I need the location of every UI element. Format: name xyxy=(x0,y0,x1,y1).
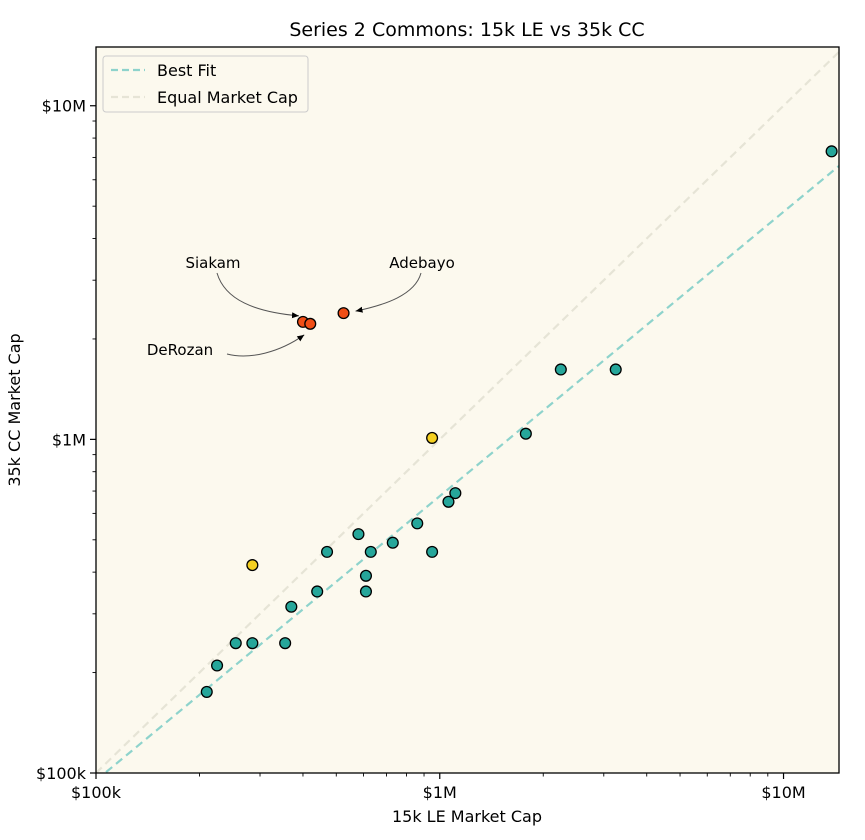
scatter-point xyxy=(229,637,242,650)
annotation-arrow-derozan xyxy=(226,334,305,357)
best-fit-line xyxy=(103,165,839,773)
scatter-point xyxy=(285,600,298,613)
scatter-point xyxy=(200,685,213,698)
scatter-point xyxy=(411,517,424,530)
annotation-arrow-siakam xyxy=(216,272,300,319)
plot-area xyxy=(96,47,839,773)
plot-frame xyxy=(95,46,840,774)
scatter-point xyxy=(519,427,532,440)
legend-equal-market-cap-label: Equal Market Cap xyxy=(157,88,298,107)
y-tick-label: $10M xyxy=(42,97,86,116)
scatter-point xyxy=(352,528,365,541)
y-tick-label: $100k xyxy=(36,764,87,783)
scatter-point xyxy=(449,487,462,500)
scatter-point xyxy=(311,585,324,598)
scatter-point xyxy=(246,637,259,650)
scatter-point xyxy=(426,545,439,558)
annotation-adebayo: Adebayo xyxy=(389,254,455,272)
scatter-point xyxy=(246,559,259,572)
scatter-point-adebayo xyxy=(337,307,350,320)
scatter-point-derozan xyxy=(304,317,317,330)
x-axis-label: 15k LE Market Cap xyxy=(392,807,542,826)
scatter-point xyxy=(279,637,292,650)
legend-best-fit-label: Best Fit xyxy=(157,61,216,80)
scatter-point xyxy=(554,363,567,376)
legend: Best Fit Equal Market Cap xyxy=(102,55,309,113)
scatter-point xyxy=(364,545,377,558)
scatter-point xyxy=(609,363,622,376)
scatter-point xyxy=(386,536,399,549)
equal-market-cap-line xyxy=(96,51,839,773)
x-tick-label: $1M xyxy=(423,783,457,802)
scatter-point xyxy=(442,495,455,508)
scatter-point xyxy=(825,145,838,158)
x-tick-label: $10M xyxy=(761,783,805,802)
scatter-point xyxy=(359,569,373,582)
scatter-point xyxy=(426,431,439,444)
y-tick-label: $1M xyxy=(52,430,86,449)
chart-title: Series 2 Commons: 15k LE vs 35k CC xyxy=(289,19,644,41)
annotation-derozan: DeRozan xyxy=(147,341,213,359)
scatter-point xyxy=(211,659,224,672)
scatter-point xyxy=(359,585,373,598)
annotation-siakam: Siakam xyxy=(185,254,240,272)
scatter-point xyxy=(320,545,334,558)
y-axis-label: 35k CC Market Cap xyxy=(5,333,24,486)
x-tick-label: $100k xyxy=(71,783,122,802)
annotation-arrow-adebayo xyxy=(355,272,422,313)
